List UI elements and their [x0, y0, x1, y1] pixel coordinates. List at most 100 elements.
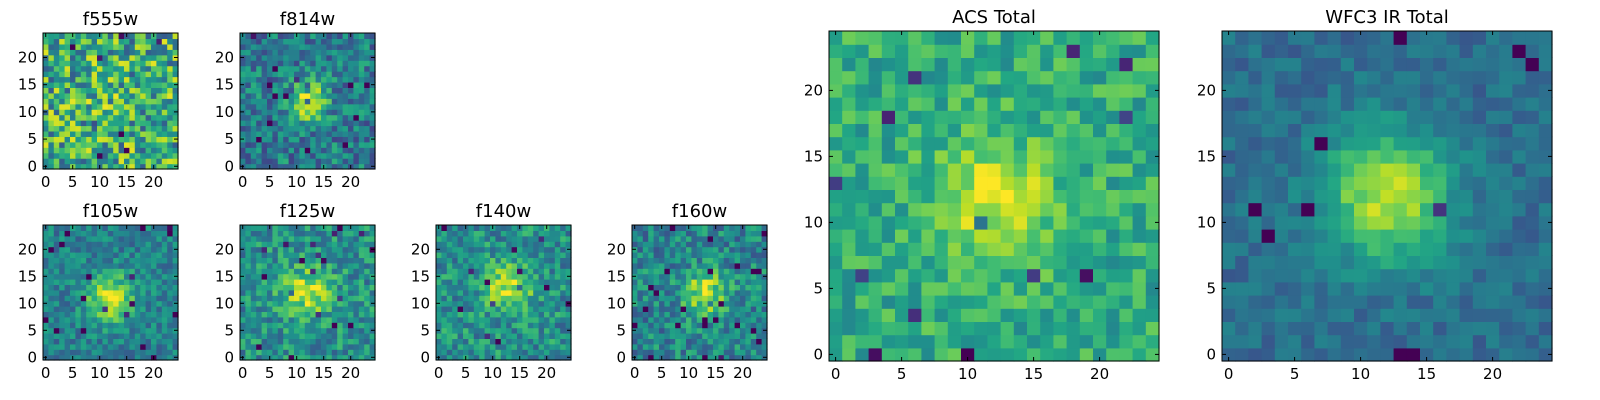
pixel-cell [107, 225, 114, 231]
pixel-cell [97, 241, 103, 248]
pixel-cell [277, 327, 284, 334]
pixel-cell [53, 54, 60, 61]
pixel-cell [1354, 202, 1368, 217]
pixel-cell [1222, 308, 1236, 322]
pixel-cell [172, 49, 179, 56]
pixel-cell [107, 130, 114, 137]
pixel-cell [1486, 268, 1500, 283]
pixel-cell [1288, 149, 1302, 164]
pixel-cell [315, 125, 322, 132]
pixel-cell [43, 120, 49, 127]
pixel-cell [167, 306, 174, 312]
axes-frame [239, 224, 376, 361]
pixel-cell [364, 71, 371, 78]
pixel-cell [637, 246, 644, 253]
pixel-cell [145, 230, 152, 237]
pixel-cell [974, 229, 988, 243]
pixel-cell [277, 60, 284, 67]
pixel-cell [283, 333, 290, 339]
pixel-cell [961, 123, 975, 138]
pixel-cell [134, 354, 141, 361]
pixel-cell [441, 316, 448, 323]
pixel-cell [283, 147, 290, 154]
pixel-cell [761, 343, 768, 350]
pixel-cell [315, 81, 322, 88]
pixel-cell [167, 65, 174, 72]
pixel-cell [756, 327, 763, 334]
pixel-cell [118, 316, 125, 323]
pixel-cell [522, 349, 529, 356]
pixel-cell [315, 136, 322, 143]
pixel-cell [1274, 334, 1289, 349]
pixel-cell [59, 284, 66, 291]
pixel-cell [310, 38, 317, 45]
pixel-cell [337, 33, 344, 40]
pixel-cell [560, 241, 567, 248]
pixel-cell [642, 343, 649, 350]
pixel-cell [723, 268, 730, 275]
pixel-cell [1027, 255, 1041, 270]
pixel-cell [436, 230, 442, 237]
pixel-cell [549, 268, 556, 275]
pixel-cell [86, 225, 93, 231]
pixel-cell [53, 163, 60, 170]
pixel-cell [664, 333, 671, 339]
pixel-cell [102, 338, 109, 345]
pixel-cell [1380, 281, 1395, 296]
pixel-cell [369, 125, 376, 132]
pixel-cell [653, 225, 660, 231]
pixel-cell [43, 71, 49, 78]
pixel-cell [261, 327, 268, 334]
pixel-cell [1145, 83, 1160, 98]
pixel-cell [829, 281, 843, 296]
pixel-cell [277, 125, 284, 132]
pixel-cell [337, 141, 344, 148]
pixel-cell [718, 230, 725, 237]
pixel-cell [272, 235, 279, 242]
pixel-cell [1274, 176, 1289, 190]
pixel-cell [342, 338, 349, 345]
pixel-cell [310, 316, 317, 323]
pixel-cell [315, 306, 322, 312]
pixel-cell [250, 130, 257, 137]
pixel-cell [310, 235, 317, 242]
pixel-cell [358, 87, 365, 94]
pixel-cell [463, 295, 469, 302]
pixel-cell [288, 81, 295, 88]
pixel-cell [167, 141, 174, 148]
pixel-cell [245, 300, 252, 307]
pixel-cell [522, 316, 529, 323]
pixel-cell [686, 289, 692, 296]
pixel-cell [48, 230, 55, 237]
pixel-cell [881, 334, 896, 349]
pixel-cell [756, 322, 763, 329]
pixel-cell [750, 343, 757, 350]
pixel-cell [240, 284, 246, 291]
pixel-cell [304, 114, 311, 121]
pixel-cell [102, 141, 109, 148]
pixel-cell [490, 295, 496, 302]
pixel-cell [124, 289, 130, 296]
pixel-cell [261, 147, 268, 154]
pixel-cell [538, 311, 545, 318]
pixel-cell [1393, 281, 1408, 296]
pixel-cell [1538, 229, 1553, 243]
pixel-cell [1512, 321, 1527, 336]
pixel-cell [151, 158, 157, 165]
pixel-cell [256, 241, 263, 248]
pixel-cell [1459, 347, 1474, 362]
pixel-cell [723, 311, 730, 318]
pixel-cell [283, 103, 290, 110]
pixel-cell [245, 158, 252, 165]
pixel-cell [549, 338, 556, 345]
pixel-cell [484, 306, 491, 312]
pixel-cell [134, 38, 141, 45]
pixel-cell [250, 109, 257, 116]
pixel-cell [256, 311, 263, 318]
pixel-cell [1261, 308, 1276, 322]
pixel-cell [527, 241, 534, 248]
pixel-cell [1132, 31, 1147, 45]
pixel-cell [369, 33, 376, 40]
pixel-cell [140, 311, 147, 318]
pixel-cell [549, 246, 556, 253]
